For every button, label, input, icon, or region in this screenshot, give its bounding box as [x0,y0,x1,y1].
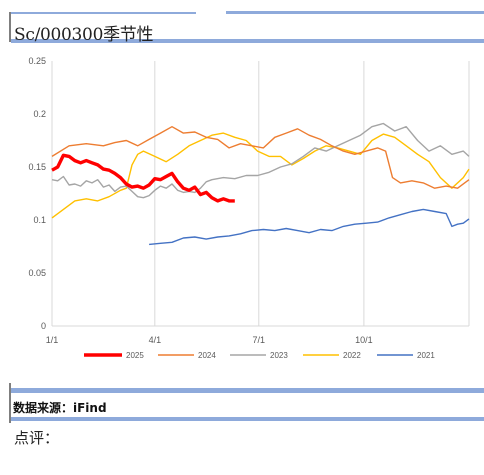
title-frame-top-right [226,11,484,14]
legend-label-2023: 2023 [270,351,288,360]
series-line-2022 [51,132,470,219]
y-tick-label: 0 [41,321,46,331]
x-tick-label: 4/1 [149,335,162,345]
y-tick-label: 0.25 [28,56,46,66]
source-frame-top [11,388,484,393]
x-tick-label: 1/1 [46,335,59,345]
legend-label-2025: 2025 [126,351,144,360]
series-line-2021 [149,208,470,246]
y-tick-label: 0.15 [28,162,46,172]
y-tick-label: 0.1 [33,215,46,225]
title-frame-left [9,12,11,42]
legend-label-2024: 2024 [198,351,216,360]
source-frame-left [9,383,11,423]
title-frame-bottom [11,39,484,43]
series-line-2024 [51,125,470,189]
data-source: 数据来源：iFind [13,401,107,415]
x-tick-label: 7/1 [253,335,266,345]
legend-label-2021: 2021 [417,351,435,360]
title-frame-top-left [11,12,196,14]
series-line-2025 [51,153,235,203]
legend-label-2022: 2022 [343,351,361,360]
x-tick-label: 10/1 [355,335,373,345]
comment-label: 点评： [14,429,60,447]
y-tick-label: 0.2 [33,109,46,119]
y-tick-label: 0.05 [28,268,46,278]
source-frame-bottom [11,417,484,421]
page-title: Sc/000300季节性 [14,25,154,45]
series-line-2023 [51,122,470,199]
